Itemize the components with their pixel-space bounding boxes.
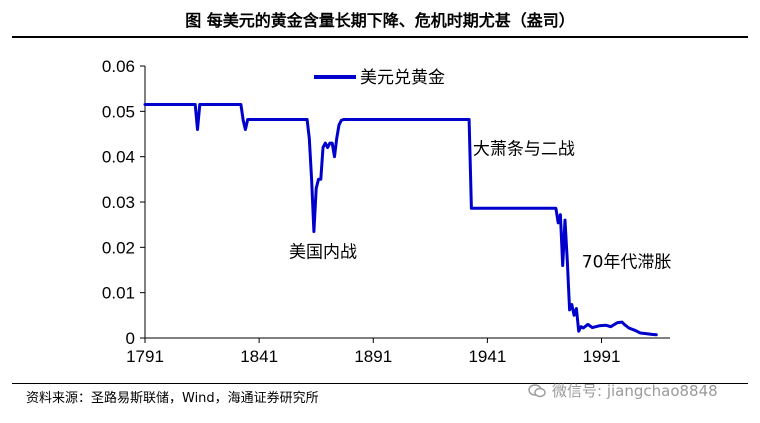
source-note: 资料来源：圣路易斯联储，Wind，海通证券研究所	[26, 391, 319, 406]
page-title: 图 每美元的黄金含量长期下降、危机时期尤甚（盎司）	[12, 6, 748, 38]
y-tick-label: 0.03	[102, 193, 135, 212]
footer-divider	[12, 383, 748, 384]
x-tick-label: 1991	[583, 347, 621, 366]
wechat-icon	[528, 383, 546, 398]
series-line-gold-per-dollar	[143, 103, 658, 337]
chart-ticks: 0 0.01 0.02 0.03 0.04 0.05 0.06 1791 1841 1891 194…	[102, 57, 621, 366]
wechat-watermark: 微信号: jiangchao8848	[528, 380, 718, 401]
chart-annotations: 美国内战 大萧条与二战 70年代滞胀	[289, 139, 671, 272]
x-tick-label: 1941	[468, 347, 506, 366]
chart-axes	[144, 66, 670, 339]
annotation-label: 大萧条与二战	[473, 139, 575, 159]
watermark-text: 微信号: jiangchao8848	[552, 382, 718, 400]
legend-label: 美元兑黄金	[360, 68, 445, 88]
annotation-label: 70年代滞胀	[582, 253, 672, 273]
x-tick-label: 1791	[126, 347, 164, 366]
annotation-label: 美国内战	[289, 242, 357, 262]
y-tick-label: 0.01	[102, 284, 135, 303]
x-tick-label: 1841	[240, 347, 278, 366]
y-tick-label: 0	[126, 329, 135, 348]
chart-series	[143, 103, 658, 337]
x-tick-label: 1891	[354, 347, 392, 366]
y-tick-label: 0.02	[102, 238, 135, 257]
y-tick-label: 0.04	[102, 148, 135, 167]
chart-legend: 美元兑黄金	[314, 68, 445, 88]
y-tick-label: 0.06	[102, 57, 135, 76]
y-tick-label: 0.05	[102, 102, 135, 121]
